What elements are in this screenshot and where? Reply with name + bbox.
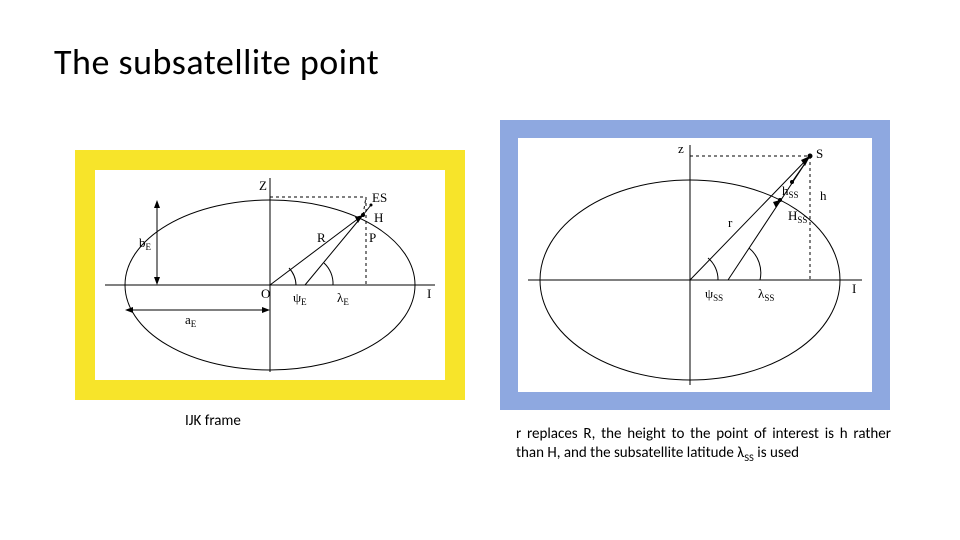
label-h: h: [820, 188, 827, 203]
slide: The subsatellite point: [0, 0, 960, 540]
label-P: P: [369, 230, 376, 245]
label-I-left: I: [427, 286, 431, 301]
figure-subsatellite: z S r hSS h HSS ψSS λSS I: [500, 120, 890, 410]
label-S: S: [816, 146, 823, 161]
label-r: r: [728, 215, 733, 230]
label-O: O: [261, 286, 270, 301]
caption-ijk: IJK frame: [185, 412, 241, 430]
caption-subsatellite: r replaces R, the height to the point of…: [516, 425, 891, 464]
figure-subsatellite-svg: z S r hSS h HSS ψSS λSS I: [500, 120, 890, 410]
page-title: The subsatellite point: [54, 40, 379, 84]
label-ES: ES: [372, 190, 387, 205]
label-z: z: [678, 141, 684, 156]
figure-ijk: Z ES H R P bE aE O ψE λE I: [75, 150, 465, 400]
label-R: R: [317, 230, 326, 245]
right-inner-panel: [518, 138, 872, 392]
label-I-right: I: [852, 281, 856, 296]
label-H: H: [374, 210, 383, 225]
figure-ijk-svg: Z ES H R P bE aE O ψE λE I: [75, 150, 465, 400]
label-Z: Z: [259, 178, 267, 193]
